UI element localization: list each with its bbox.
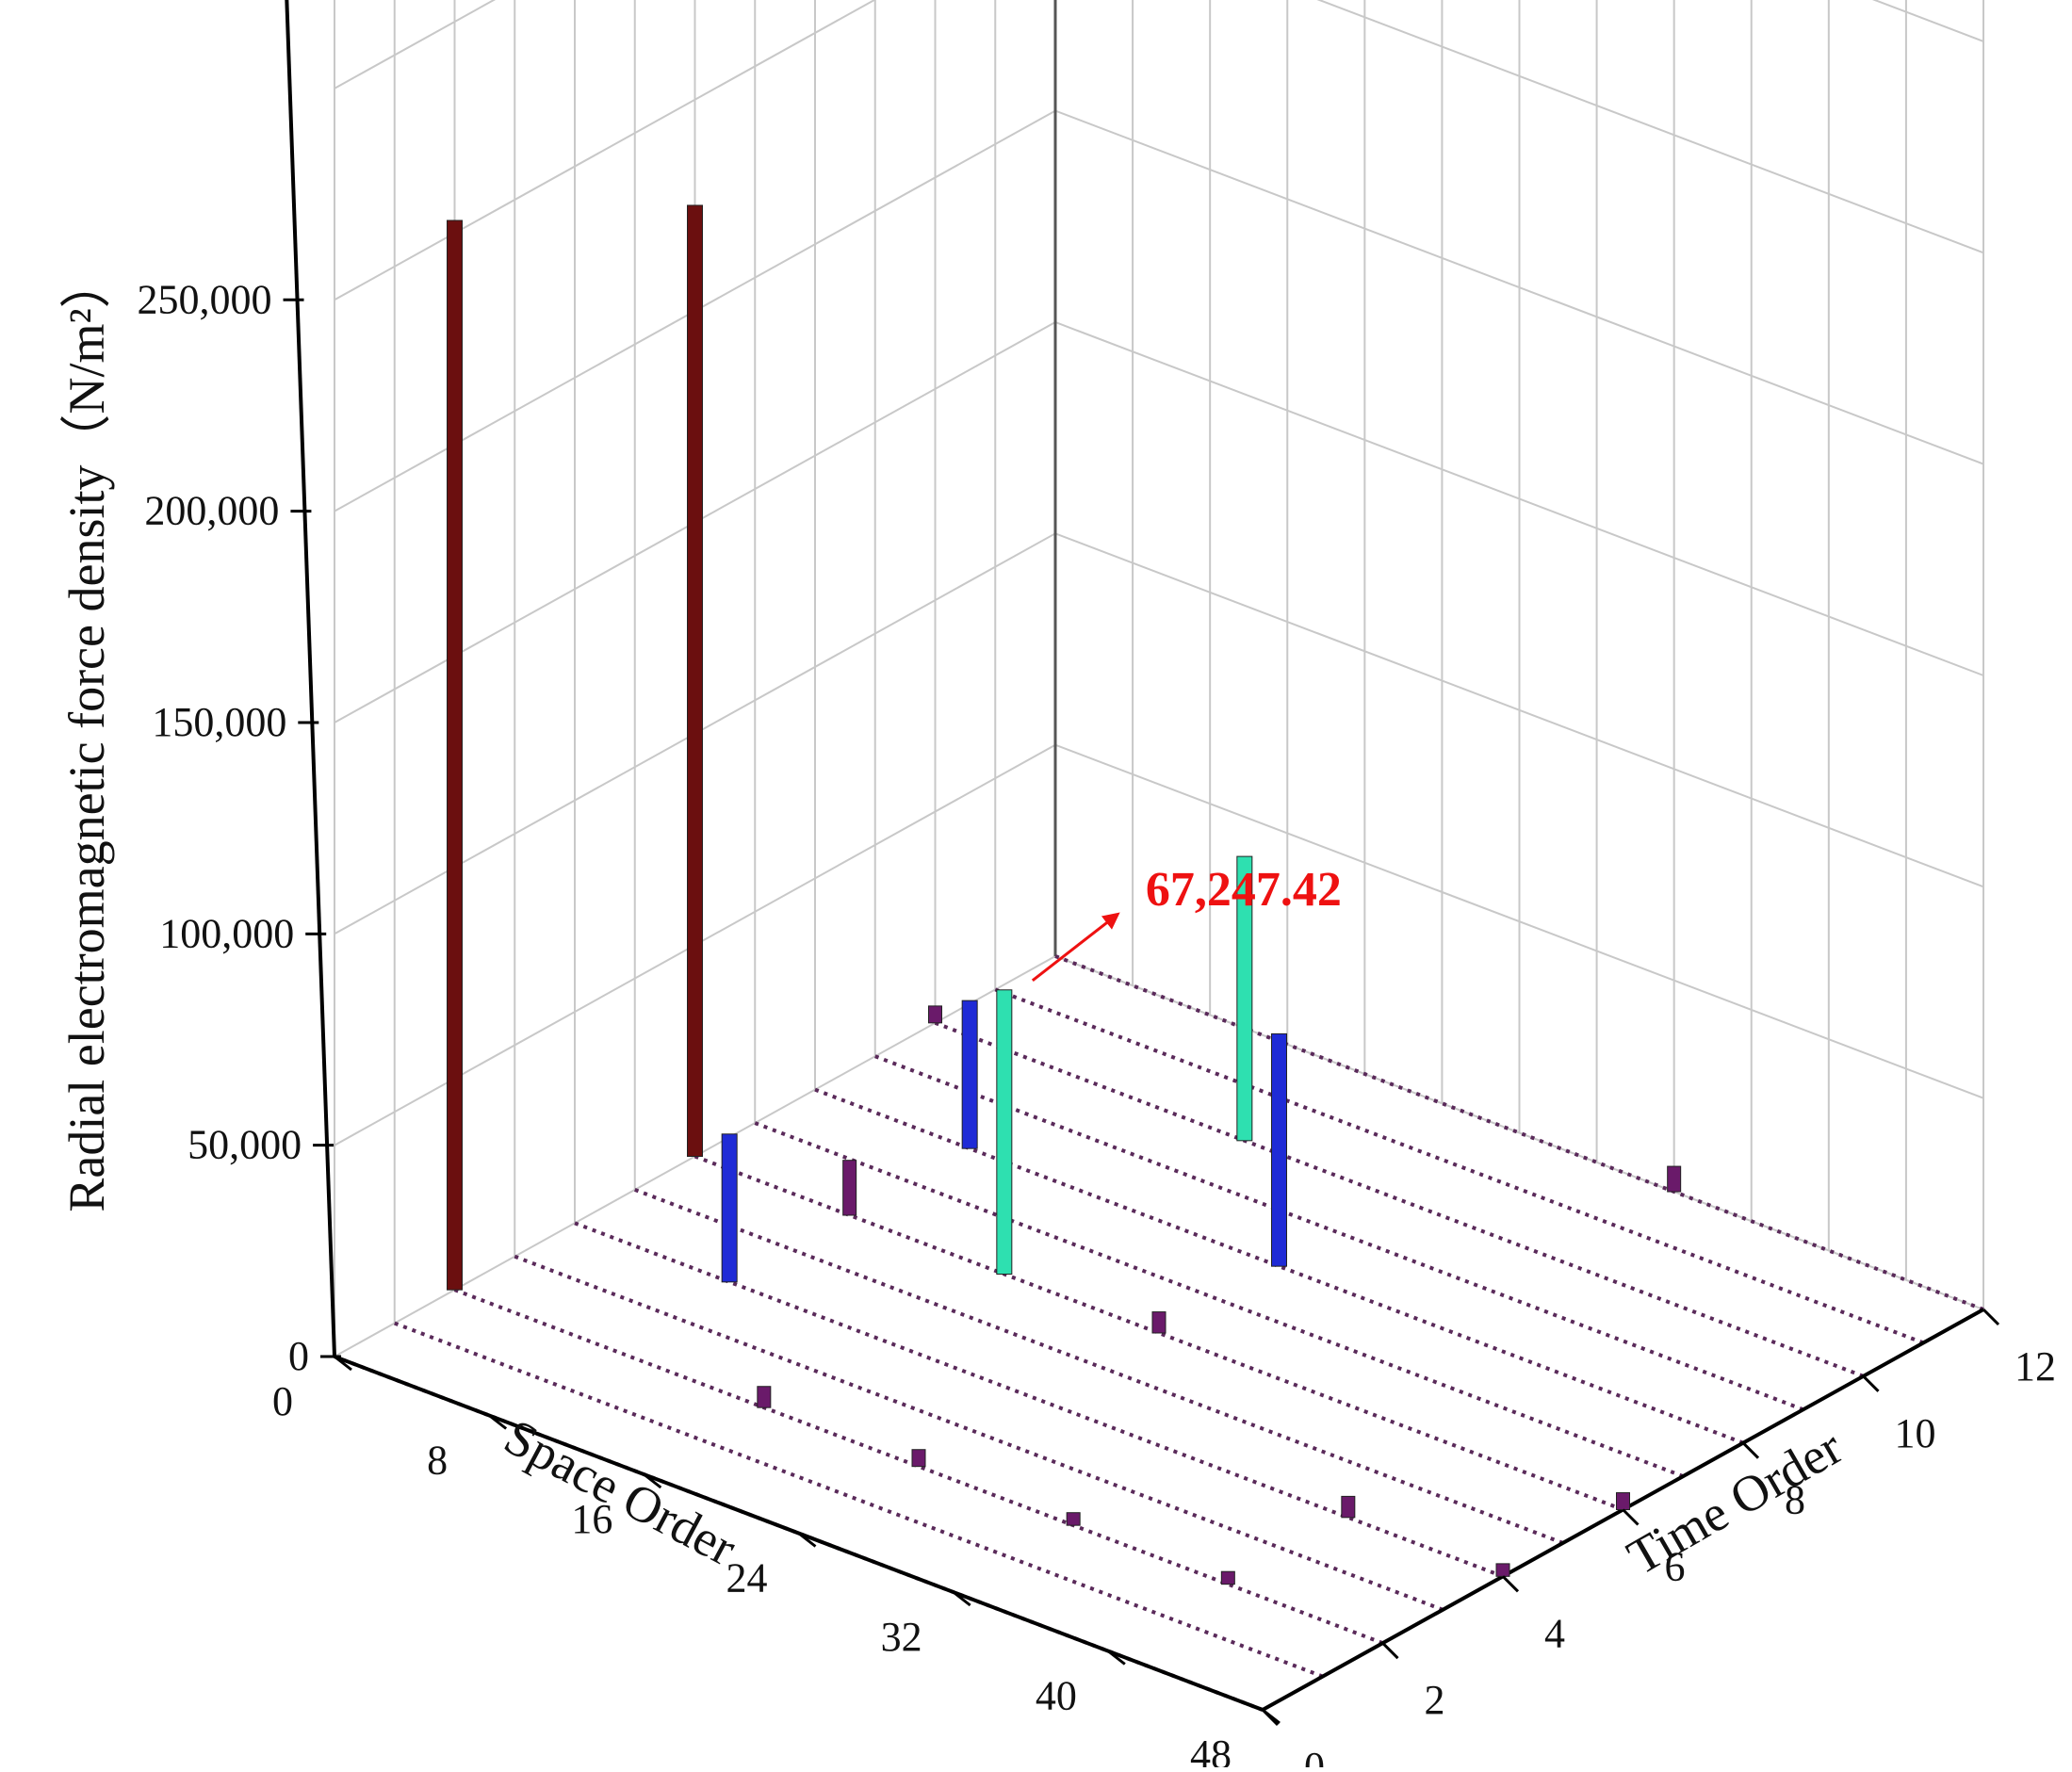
floor-row: [874, 1054, 1804, 1412]
annotation-value: 67,247.42: [1146, 863, 1342, 917]
bar: [447, 219, 463, 1291]
bar: [996, 989, 1013, 1276]
x-tick-label: 40: [1036, 1673, 1077, 1719]
wall-gridline-z: [334, 743, 1984, 1146]
z-axis: [285, 0, 336, 1357]
wall-gridline-z: [334, 954, 1984, 1357]
y-tick-label: 10: [1895, 1410, 1936, 1456]
z-tick-label: 200,000: [144, 488, 279, 534]
x-tick-label: 0: [272, 1378, 293, 1424]
bar: [757, 1386, 772, 1408]
bar: [1667, 1165, 1682, 1193]
x-tick-mark: [643, 1472, 662, 1489]
z-tick-label: 250,000: [138, 276, 272, 322]
x-tick-mark: [334, 1355, 352, 1372]
floor-row: [394, 1321, 1324, 1679]
y-axis-label: Time Order: [1618, 1419, 1852, 1586]
floor-row: [754, 1121, 1684, 1478]
x-tick-mark: [952, 1590, 971, 1607]
y-tick-label: 8: [1785, 1477, 1805, 1523]
y-tick-mark: [1741, 1441, 1760, 1459]
x-tick-mark: [797, 1532, 817, 1548]
y-tick-mark: [1862, 1374, 1880, 1392]
bar: [911, 1449, 926, 1468]
bar: [1066, 1512, 1081, 1526]
z-axis-label: Radial electromagnetic force density（N/m…: [58, 257, 115, 1211]
bar: [721, 1133, 738, 1283]
y-tick-label: 0: [1304, 1744, 1325, 1767]
y-tick-label: 6: [1665, 1544, 1686, 1590]
axis-titles: Radial electromagnetic force density（N/m…: [58, 257, 1852, 1585]
z-tick-label: 0: [288, 1333, 309, 1379]
annotation: 67,247.42: [1031, 863, 1342, 982]
bar: [1151, 1311, 1167, 1334]
y-tick-label: 4: [1544, 1610, 1565, 1656]
back-walls: [334, 0, 1984, 1357]
bar: [1236, 855, 1253, 1142]
wall-gridline-z: [334, 109, 1984, 512]
bar: [1616, 1492, 1630, 1510]
x-tick-label: 8: [427, 1438, 448, 1484]
x-tick-label: 32: [881, 1614, 922, 1660]
floor-row: [514, 1254, 1444, 1612]
floor-row: [934, 1020, 1865, 1378]
z-tick-label: 150,000: [152, 699, 286, 745]
bar: [842, 1160, 857, 1216]
bar: [1271, 1032, 1287, 1267]
bar: [1220, 1570, 1235, 1585]
x-axis-label: Space Order: [496, 1408, 745, 1577]
bar: [928, 1005, 942, 1024]
x-tick-label: 16: [571, 1496, 612, 1542]
x-tick-mark: [488, 1414, 508, 1430]
bar: [1495, 1563, 1510, 1577]
wall-gridline-z: [334, 320, 1984, 723]
y-tick-mark: [1261, 1708, 1280, 1727]
x-tick-mark: [1106, 1650, 1126, 1666]
tick-labels: 0 50,000 100,000 150,000 200,000 250,000 0 8 16 2…: [138, 276, 2056, 1772]
annotation-arrow: [1031, 912, 1120, 982]
y-tick-label: 2: [1425, 1677, 1445, 1723]
y-tick-mark: [1381, 1642, 1399, 1660]
floor-row: [634, 1188, 1564, 1545]
y-tick-mark: [1501, 1575, 1520, 1593]
bar: [687, 204, 703, 1158]
y-tick-mark: [1982, 1308, 2000, 1326]
bar: [1341, 1495, 1356, 1519]
z-tick-label: 100,000: [159, 910, 294, 956]
floor-row: [994, 987, 1924, 1345]
z-tick-label: 50,000: [188, 1122, 302, 1168]
x-tick-label: 24: [726, 1555, 768, 1601]
y-tick-mark: [1622, 1508, 1640, 1526]
x-tick-label: 48: [1190, 1731, 1232, 1767]
bars: [447, 204, 1682, 1585]
wall-gridline-z: [334, 0, 1984, 89]
bar: [961, 1000, 978, 1149]
y-tick-label: 12: [2015, 1343, 2056, 1390]
